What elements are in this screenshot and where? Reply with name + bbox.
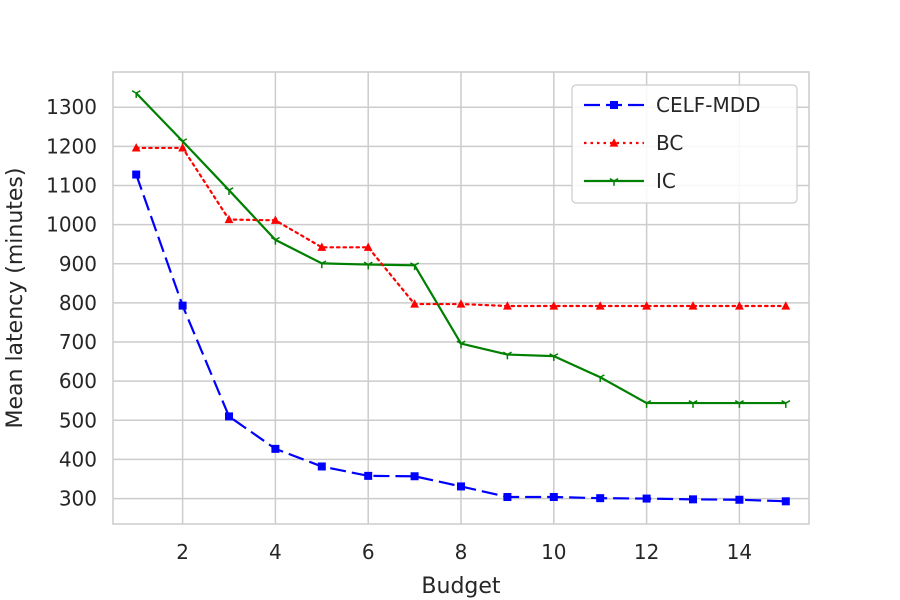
data-point-bc	[410, 299, 419, 308]
data-point-celf-mdd	[503, 492, 512, 501]
data-point-bc	[549, 301, 559, 310]
y-axis-label: Mean latency (minutes)	[3, 168, 28, 429]
data-point-bc	[642, 301, 651, 310]
x-tick-label: 2	[176, 540, 189, 564]
data-point-bc	[735, 301, 744, 310]
data-point-bc	[595, 301, 605, 310]
legend-marker-celf-mdd	[610, 101, 618, 109]
data-point-bc	[317, 242, 327, 251]
x-tick-label: 14	[727, 540, 752, 564]
series-bc	[131, 143, 791, 310]
y-tick-label: 500	[59, 408, 97, 432]
y-tick-label: 1200	[46, 134, 97, 158]
data-point-ic	[781, 400, 791, 408]
y-tick-label: 1300	[46, 95, 97, 119]
data-point-celf-mdd	[689, 495, 697, 504]
data-point-celf-mdd	[225, 412, 233, 421]
grid	[113, 72, 809, 524]
data-point-ic	[734, 400, 744, 408]
data-point-celf-mdd	[132, 170, 141, 179]
data-point-bc	[131, 143, 141, 152]
data-point-ic	[688, 400, 698, 408]
y-tick-label: 1000	[46, 213, 97, 237]
plot-frame	[112, 71, 810, 525]
series-celf-mdd	[132, 170, 790, 506]
data-point-ic	[270, 236, 280, 245]
y-tick-label: 600	[59, 369, 97, 393]
data-point-celf-mdd	[781, 497, 790, 506]
x-tick-label: 6	[362, 540, 375, 564]
y-tick-label: 1100	[46, 173, 97, 197]
x-tick-label: 10	[541, 540, 566, 564]
x-tick-label: 8	[455, 540, 468, 564]
legend-marker-ic	[609, 177, 619, 186]
data-point-ic	[456, 340, 466, 349]
data-point-ic	[363, 261, 373, 270]
legend-item-bc: BC	[584, 131, 683, 155]
legend-label-celf-mdd: CELF-MDD	[656, 93, 761, 117]
data-point-celf-mdd	[410, 472, 419, 481]
data-point-celf-mdd	[271, 444, 280, 453]
data-point-celf-mdd	[317, 462, 326, 471]
tick-labels: 2 4 6 8 10 12 14 300 400 500 600 700 800 900 1000 1100 1…	[46, 95, 752, 564]
x-tick-label: 12	[634, 540, 659, 564]
data-point-bc	[456, 299, 466, 308]
series-layer	[131, 90, 791, 506]
data-point-celf-mdd	[549, 492, 558, 501]
data-point-bc	[224, 214, 234, 224]
data-point-bc	[271, 215, 280, 224]
data-point-celf-mdd	[642, 494, 651, 503]
data-point-ic	[410, 262, 420, 271]
data-point-bc	[688, 301, 698, 310]
data-point-ic	[595, 374, 605, 383]
series-ic	[131, 90, 791, 408]
legend-label-ic: IC	[656, 169, 676, 193]
data-point-celf-mdd	[596, 494, 605, 503]
y-tick-label: 400	[59, 447, 97, 471]
data-point-bc	[781, 301, 791, 310]
data-point-celf-mdd	[457, 482, 465, 491]
data-point-bc	[178, 143, 187, 152]
data-point-ic	[549, 353, 559, 361]
data-point-celf-mdd	[735, 495, 744, 504]
y-tick-label: 300	[59, 487, 97, 511]
data-point-ic	[317, 260, 327, 269]
data-point-celf-mdd	[178, 301, 187, 310]
y-tick-label: 900	[59, 252, 97, 276]
data-point-celf-mdd	[364, 471, 373, 480]
legend-item-ic: IC	[584, 169, 676, 193]
legend-marker-bc	[609, 138, 619, 147]
data-point-ic	[502, 351, 512, 360]
data-point-bc	[503, 301, 512, 310]
y-tick-label: 800	[59, 291, 97, 315]
legend: CELF-MDD BC IC	[571, 84, 798, 204]
data-point-ic	[224, 187, 234, 195]
data-point-bc	[363, 242, 373, 251]
legend-box	[571, 84, 798, 204]
data-point-ic	[642, 400, 652, 408]
legend-item-celf-mdd: CELF-MDD	[584, 93, 761, 117]
data-point-ic	[131, 90, 141, 98]
y-tick-label: 700	[59, 330, 97, 354]
x-axis-label: Budget	[421, 574, 501, 599]
x-tick-label: 4	[269, 540, 282, 564]
legend-label-bc: BC	[656, 131, 683, 155]
